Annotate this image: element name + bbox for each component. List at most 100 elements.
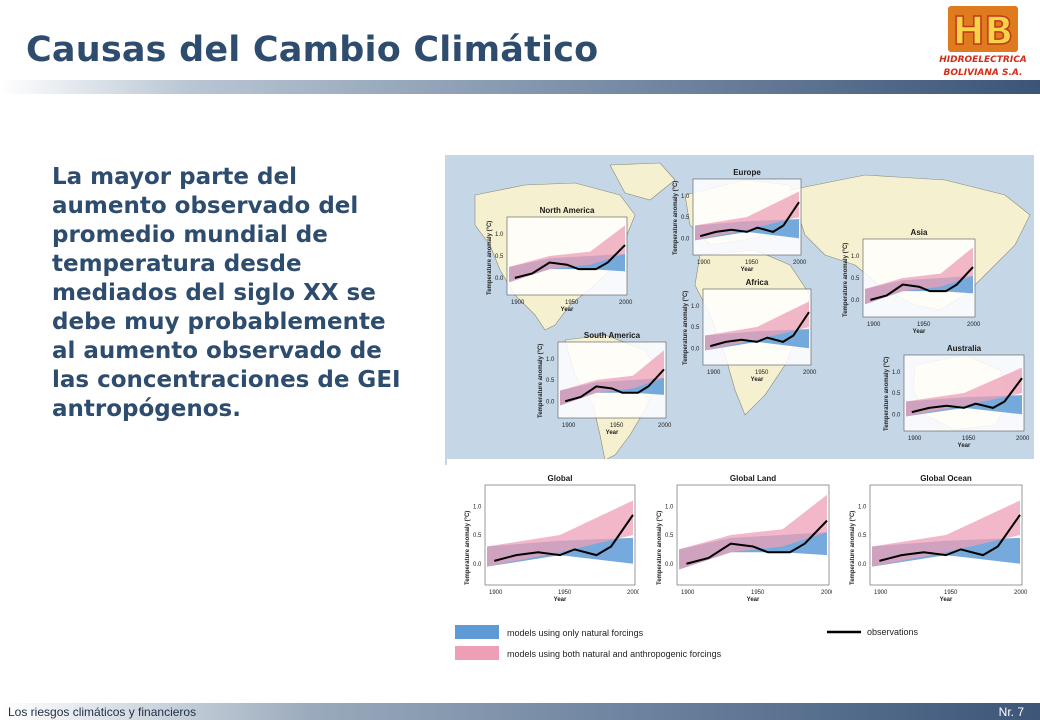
observations-line xyxy=(870,266,974,301)
y-axis-label: Temperature anomaly (°C) xyxy=(850,511,856,585)
x-tick-label: 2000 xyxy=(1014,590,1028,596)
body-line: La mayor parte del xyxy=(52,164,297,190)
panel-australia: Australia 1900 1950 2000 Year 0.0 0.5 1.0Temper… xyxy=(884,344,1030,449)
logo-frame xyxy=(948,6,1018,52)
body-line: temperatura desde xyxy=(52,251,302,277)
slide-title: Causas del Cambio Climático xyxy=(26,30,599,70)
x-tick-label: 2000 xyxy=(627,590,641,596)
x-tick-label: 2000 xyxy=(967,322,981,328)
x-axis-label: Year xyxy=(606,430,619,436)
y-axis-label: Temperature anomaly (°C) xyxy=(538,344,544,418)
model-band xyxy=(705,301,809,351)
y-tick-label: 0.5 xyxy=(681,215,690,221)
title-divider-bar xyxy=(0,80,1040,94)
legend-natural-label: models using only natural forcings xyxy=(507,628,644,638)
greenland-landmass xyxy=(609,162,676,201)
y-tick-label: 1.0 xyxy=(858,504,867,510)
y-tick-label: 0.5 xyxy=(546,378,555,384)
x-tick-label: 1900 xyxy=(511,300,525,306)
model-band xyxy=(679,494,827,570)
model-band xyxy=(560,350,664,406)
x-axis-label: Year xyxy=(741,267,754,273)
y-axis-label: Temperature anomaly (°C) xyxy=(683,291,689,365)
panel-title: Europe xyxy=(733,168,761,177)
x-axis-label: Year xyxy=(561,307,574,313)
model-band xyxy=(487,500,633,567)
body-line: mediados del siglo XX se xyxy=(52,280,376,306)
logo-line-1: HIDROELECTRICA xyxy=(939,55,1027,65)
x-tick-label: 1900 xyxy=(874,590,888,596)
legend-both-label: models using both natural and anthropoge… xyxy=(507,649,722,659)
footer-page-number: Nr. 7 xyxy=(998,705,1024,719)
y-axis-label: Temperature anomaly (°C) xyxy=(673,181,679,255)
y-tick-label: 0.0 xyxy=(858,562,867,568)
y-tick-label: 1.0 xyxy=(495,232,504,238)
y-tick-label: 1.0 xyxy=(681,194,690,200)
y-tick-label: 1.0 xyxy=(546,357,555,363)
x-tick-label: 2000 xyxy=(793,260,807,266)
x-tick-label: 1950 xyxy=(610,423,624,429)
panel-africa: Africa 1900 1950 2000 Year 0.0 0.5 1.0Temperatu… xyxy=(683,278,817,383)
panel-north-america: North America 1900 1950 2000 Year 0.0 0.5 1.0Te… xyxy=(487,206,633,313)
figure-legend: models using only natural forcings model… xyxy=(455,625,919,660)
model-band xyxy=(695,191,799,241)
panel-title: Global xyxy=(548,474,573,483)
body-line: las concentraciones de GEI xyxy=(52,367,401,393)
x-axis-label: Year xyxy=(940,597,953,603)
footer-presentation-title: Los riesgos climáticos y financieros xyxy=(8,705,197,719)
observations-line xyxy=(514,244,626,279)
x-tick-label: 1950 xyxy=(944,590,958,596)
panel-title: Global Land xyxy=(730,474,776,483)
y-tick-label: 1.0 xyxy=(473,504,482,510)
company-logo: HB HIDROELECTRICA BOLIVIANA S.A. xyxy=(930,4,1036,82)
panel-title: Asia xyxy=(911,228,928,237)
x-tick-label: 1900 xyxy=(697,260,711,266)
logo-letters: HB xyxy=(953,9,1014,53)
observations-line xyxy=(564,368,665,403)
y-axis-label: Temperature anomaly (°C) xyxy=(465,511,471,585)
x-tick-label: 1950 xyxy=(558,590,572,596)
y-tick-label: 0.0 xyxy=(495,276,504,282)
legend-observations-label: observations xyxy=(867,627,919,637)
observations-line xyxy=(911,377,1023,414)
y-tick-label: 1.0 xyxy=(665,504,674,510)
x-tick-label: 1950 xyxy=(565,300,579,306)
x-axis-label: Year xyxy=(554,597,567,603)
y-tick-label: 0.0 xyxy=(851,298,860,304)
y-tick-label: 1.0 xyxy=(892,370,901,376)
y-tick-label: 0.0 xyxy=(691,346,700,352)
body-line: antropógenos. xyxy=(52,396,241,422)
y-tick-label: 0.5 xyxy=(665,533,674,539)
y-tick-label: 1.0 xyxy=(851,254,860,260)
x-tick-label: 1950 xyxy=(745,260,759,266)
x-tick-label: 1900 xyxy=(681,590,695,596)
x-tick-label: 1900 xyxy=(562,423,576,429)
x-tick-label: 2000 xyxy=(821,590,835,596)
x-tick-label: 1950 xyxy=(755,370,769,376)
x-axis-label: Year xyxy=(747,597,760,603)
x-tick-label: 2000 xyxy=(1016,436,1030,442)
panel-title: Australia xyxy=(947,344,982,353)
x-tick-label: 1900 xyxy=(707,370,721,376)
y-axis-label: Temperature anomaly (°C) xyxy=(884,357,890,431)
x-tick-label: 1950 xyxy=(962,436,976,442)
panel-global: Global 1900 1950 2000 Year 0.0 0.5 1.0Temperatu… xyxy=(465,474,641,603)
y-tick-label: 0.0 xyxy=(681,236,690,242)
y-tick-label: 0.0 xyxy=(665,562,674,568)
x-tick-label: 1950 xyxy=(917,322,931,328)
panel-title: Africa xyxy=(746,278,769,287)
panel-global-land: Global Land 1900 1950 2000 Year 0.0 0.5 1.0Temp… xyxy=(657,474,835,603)
model-band xyxy=(865,247,973,305)
y-tick-label: 0.5 xyxy=(892,391,901,397)
x-tick-label: 2000 xyxy=(658,423,672,429)
observations-line xyxy=(699,201,800,238)
footer-bar xyxy=(0,703,1040,720)
observations-line xyxy=(709,311,810,348)
climate-attribution-figure: North America 1900 1950 2000 Year 0.0 0.5 1.0 Te… xyxy=(445,155,1034,673)
observations-line xyxy=(879,514,1021,562)
panel-global-ocean: Global Ocean 1900 1950 2000 Year 0.0 0.5 1.0Tem… xyxy=(850,474,1028,603)
x-axis-label: Year xyxy=(751,377,764,383)
x-tick-label: 1900 xyxy=(489,590,503,596)
observations-line xyxy=(494,514,634,562)
